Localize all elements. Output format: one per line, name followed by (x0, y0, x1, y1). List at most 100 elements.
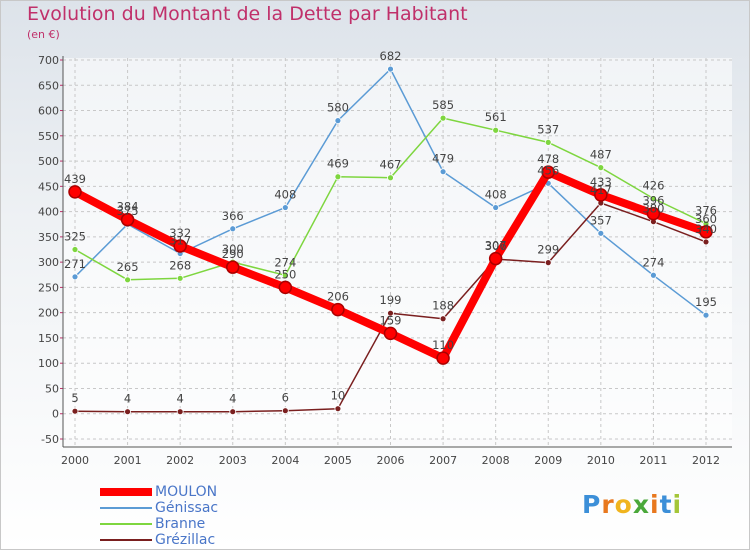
data-point-branne (492, 126, 500, 134)
chart-title: Evolution du Montant de la Dette par Hab… (27, 3, 468, 25)
data-label-genissac: 366 (222, 209, 244, 223)
data-point-moulon (173, 239, 187, 253)
data-point-branne (439, 114, 447, 122)
data-label-moulon: 396 (642, 194, 664, 208)
data-point-branne (597, 164, 605, 172)
legend-swatch-genissac (100, 507, 152, 509)
data-point-moulon (488, 251, 503, 266)
data-point-branne (387, 174, 394, 182)
x-tick-label: 2003 (219, 454, 247, 467)
data-label-grezillac: 4 (229, 392, 236, 406)
data-label-genissac: 479 (432, 152, 454, 166)
logo-letter: r (601, 490, 615, 519)
data-point-genissac (71, 273, 79, 281)
data-label-moulon: 478 (537, 152, 559, 166)
data-point-grezillac (439, 315, 447, 323)
data-point-genissac (597, 229, 605, 237)
data-label-grezillac: 340 (695, 222, 717, 236)
data-point-genissac (281, 204, 289, 211)
data-label-branne: 265 (117, 260, 139, 274)
data-label-branne: 467 (380, 158, 402, 172)
data-point-genissac (387, 65, 394, 73)
data-point-moulon (278, 280, 293, 295)
data-label-branne: 487 (590, 148, 612, 162)
legend-label-genissac: Génissac (155, 500, 219, 516)
y-tick-label: 100 (38, 357, 59, 370)
data-label-grezillac: 6 (282, 391, 289, 405)
data-point-branne (281, 271, 289, 279)
data-label-genissac: 408 (485, 188, 507, 202)
data-point-grezillac (281, 407, 289, 415)
data-point-grezillac (71, 407, 79, 415)
x-tick-label: 2005 (324, 454, 352, 467)
y-tick-label: 150 (38, 332, 59, 345)
data-label-moulon: 250 (274, 267, 296, 281)
y-tick-label: 250 (38, 281, 59, 294)
y-tick-label: 200 (38, 307, 59, 320)
plot-area (63, 58, 732, 439)
data-label-grezillac: 306 (485, 239, 507, 253)
y-tick-label: 600 (38, 105, 59, 118)
data-point-grezillac (176, 408, 184, 416)
data-label-moulon: 159 (380, 313, 402, 327)
x-tick-label: 2000 (61, 454, 89, 467)
legend-label-grezillac: Grézillac (155, 532, 216, 548)
data-label-moulon: 290 (222, 247, 244, 261)
data-label-branne: 561 (485, 110, 507, 124)
x-tick-label: 2012 (692, 454, 720, 467)
data-label-grezillac: 10 (331, 389, 346, 403)
data-label-moulon: 332 (169, 226, 191, 240)
data-label-grezillac: 5 (71, 391, 78, 405)
data-label-genissac: 375 (117, 204, 139, 218)
data-point-grezillac (702, 238, 710, 246)
data-label-grezillac: 380 (642, 202, 664, 216)
data-label-genissac: 357 (590, 213, 612, 227)
data-label-moulon: 439 (64, 172, 86, 186)
data-point-grezillac (124, 408, 131, 416)
x-tick-label: 2006 (377, 454, 405, 467)
data-label-branne: 274 (274, 255, 296, 269)
data-point-branne (71, 246, 79, 253)
data-label-moulon: 360 (695, 212, 717, 226)
data-point-moulon (226, 260, 240, 274)
data-point-branne (544, 138, 552, 146)
x-tick-label: 2001 (114, 454, 142, 467)
legend-label-branne: Branne (155, 516, 206, 532)
chart-unit: (en €) (27, 28, 60, 41)
data-label-genissac: 271 (64, 257, 86, 271)
data-label-moulon: 433 (590, 175, 612, 189)
data-label-branne: 537 (537, 122, 559, 136)
legend-label-moulon: MOULON (155, 484, 218, 500)
data-label-grezillac: 188 (432, 299, 454, 313)
logo-letter: i (672, 490, 683, 519)
data-point-genissac (439, 168, 447, 176)
data-label-moulon: 384 (117, 200, 139, 214)
x-tick-label: 2011 (639, 454, 667, 467)
data-label-grezillac: 417 (590, 183, 612, 197)
data-point-grezillac (544, 259, 552, 267)
data-label-moulon: 307 (485, 239, 507, 253)
data-point-moulon (646, 206, 661, 221)
y-tick-label: 650 (38, 79, 59, 92)
legend-swatch-grezillac (100, 539, 152, 541)
legend-swatch-branne (100, 523, 152, 525)
data-point-genissac (492, 204, 500, 211)
y-tick-label: 450 (38, 180, 59, 193)
proxiti-logo: Proxiti (582, 490, 682, 519)
data-point-moulon (436, 351, 450, 365)
y-tick-label: 500 (38, 155, 59, 168)
data-label-branne: 585 (432, 98, 454, 112)
data-point-genissac (334, 117, 342, 125)
data-label-branne: 426 (642, 178, 664, 192)
y-tick-label: 700 (38, 54, 59, 67)
data-label-grezillac: 199 (380, 293, 402, 307)
data-label-genissac: 580 (327, 101, 349, 115)
data-point-genissac (650, 271, 657, 279)
logo-letter: t (659, 490, 673, 519)
y-tick-label: 0 (52, 408, 59, 421)
data-label-branne: 300 (222, 242, 244, 256)
data-label-genissac: 682 (380, 49, 402, 63)
data-point-branne (650, 195, 657, 202)
x-tick-label: 2004 (271, 454, 299, 467)
